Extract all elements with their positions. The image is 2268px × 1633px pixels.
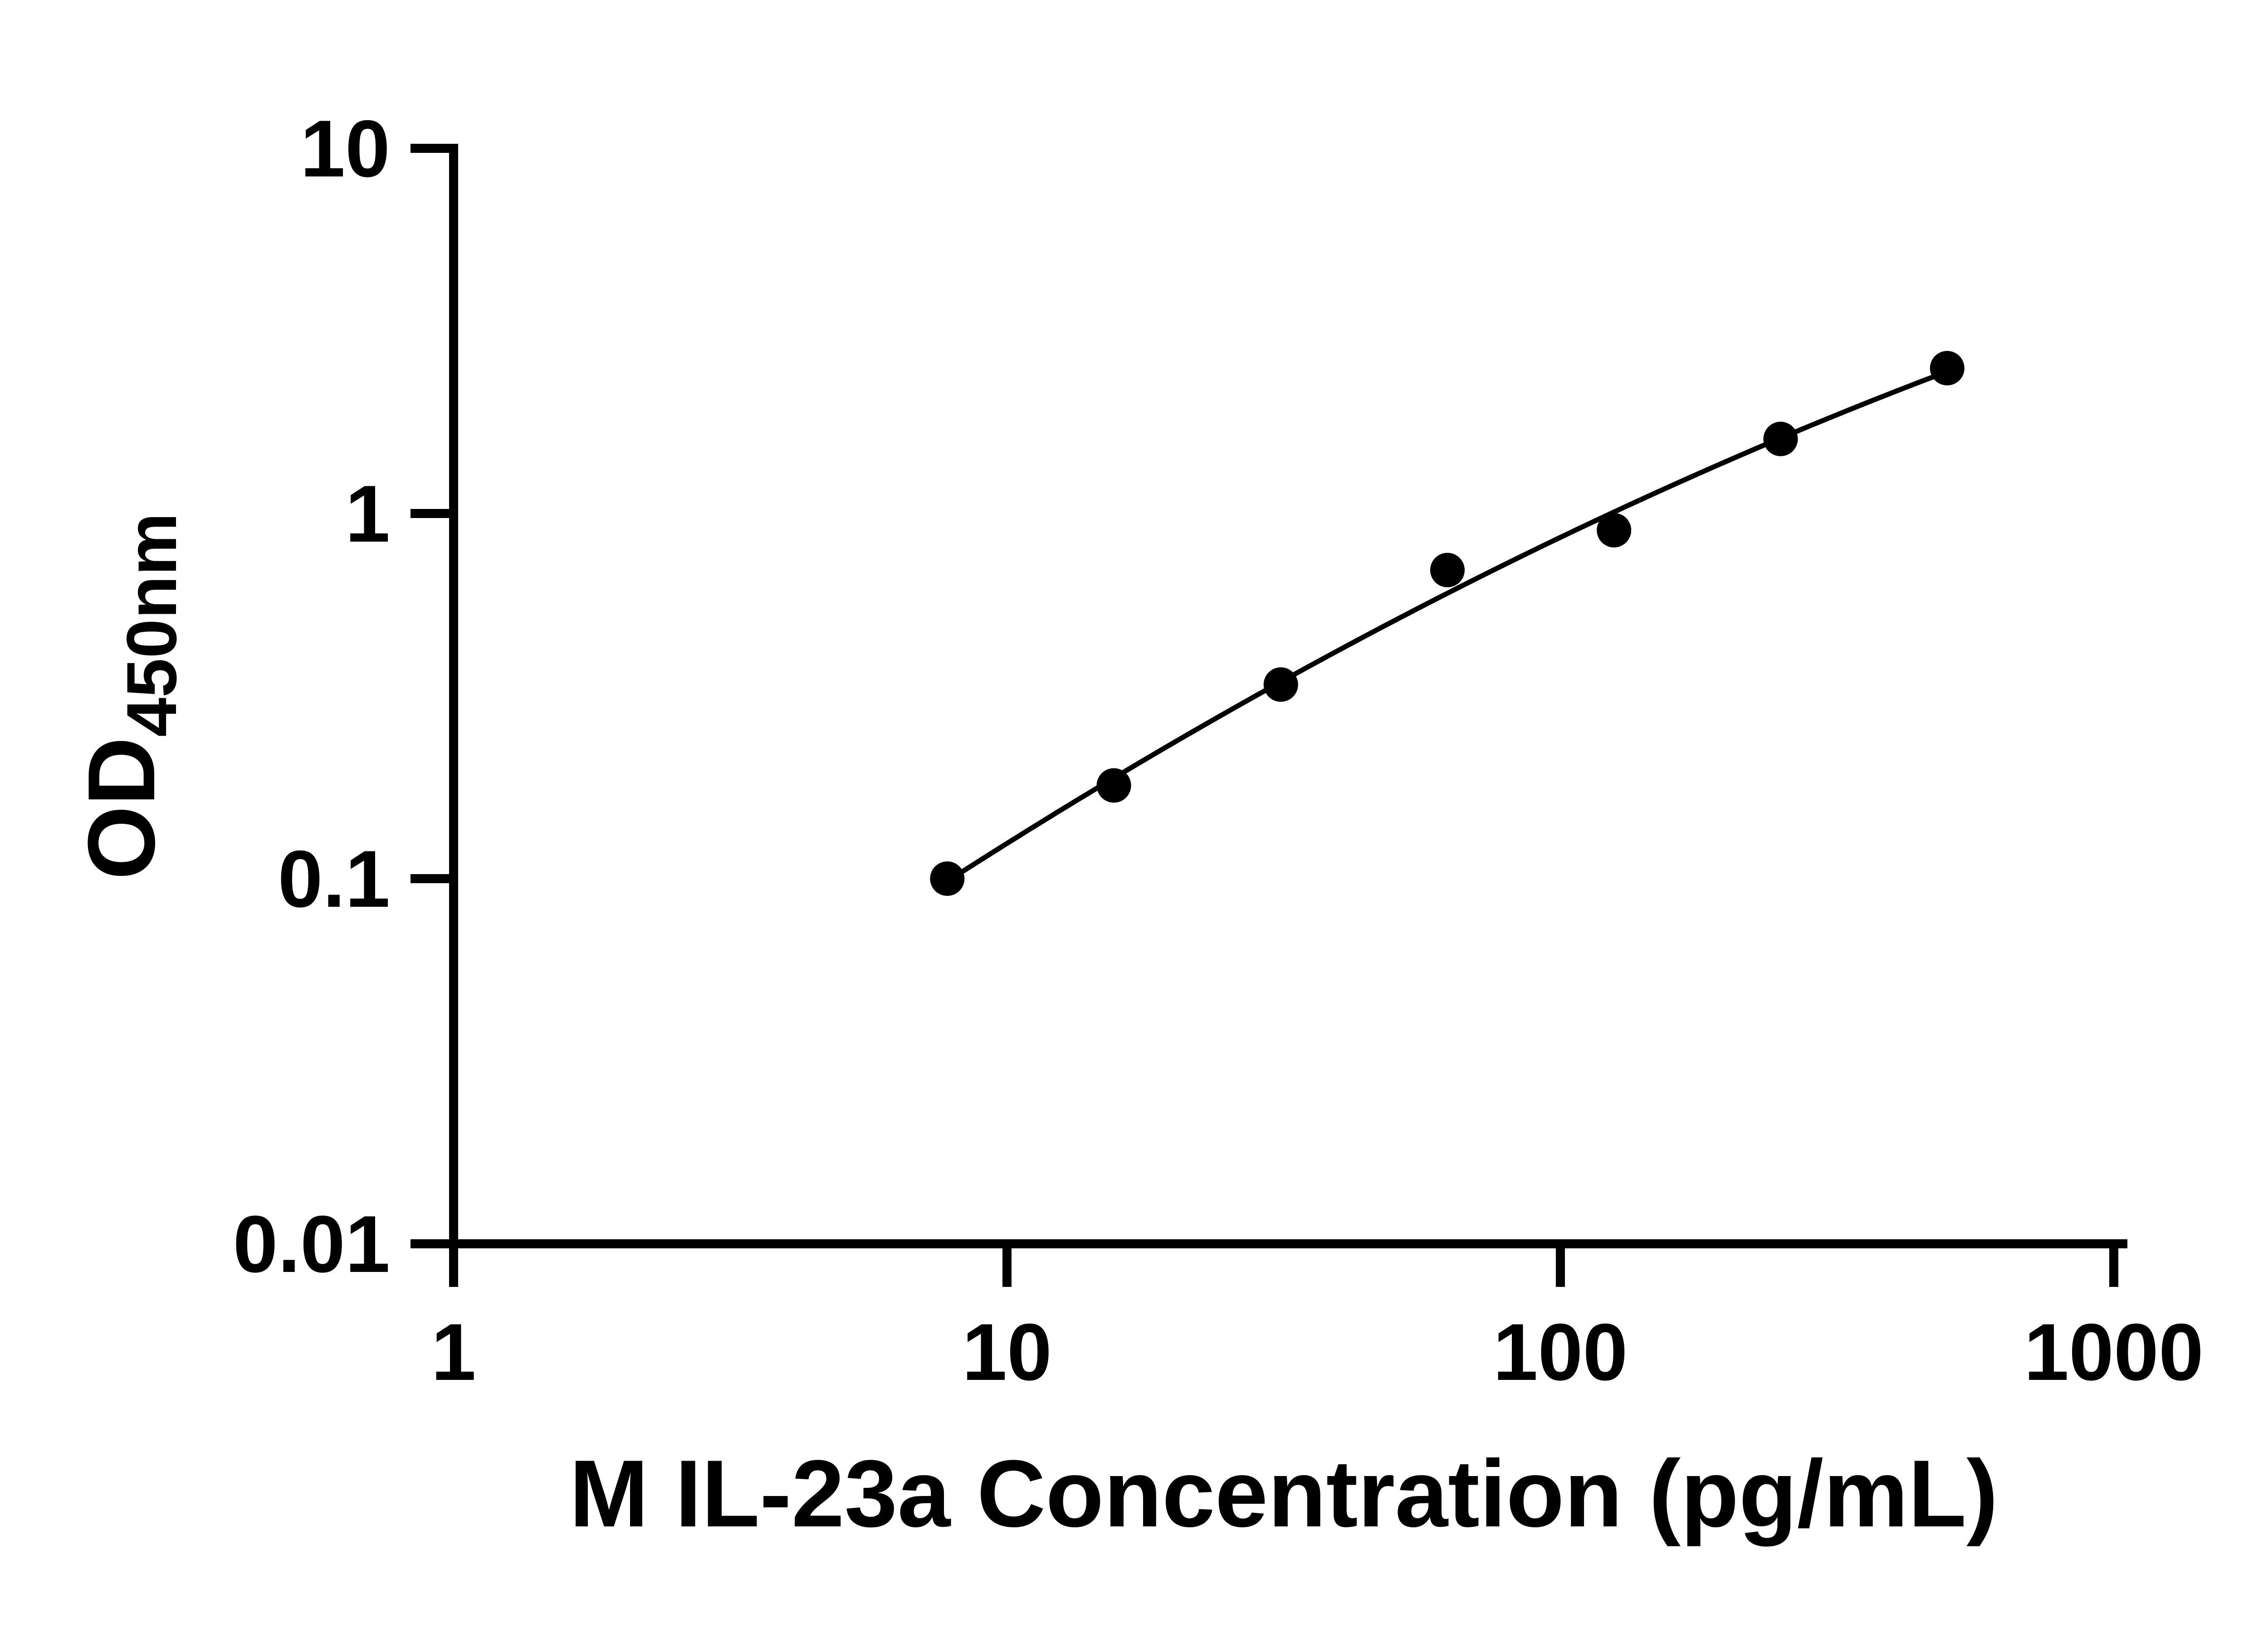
- data-point: [1430, 552, 1465, 587]
- data-point: [1763, 421, 1798, 456]
- x-axis-tick-label: 100: [1493, 1307, 1628, 1397]
- data-point: [1263, 667, 1298, 702]
- y-axis-tick-label: 0.1: [278, 834, 390, 924]
- y-axis-title-main: OD: [68, 737, 175, 880]
- x-axis-title: M IL-23a Concentration (pg/mL): [569, 1440, 1998, 1547]
- y-axis-title-subscript: 450nm: [112, 513, 191, 737]
- data-point: [1597, 513, 1632, 548]
- trend-line-layer: [946, 369, 1948, 884]
- data-points-layer: [930, 351, 1965, 896]
- y-axis-tick-label: 0.01: [233, 1199, 390, 1289]
- data-point: [1930, 351, 1965, 386]
- y-axis-tick-label: 1: [345, 469, 390, 559]
- axes: [411, 144, 2127, 1287]
- data-point: [930, 861, 965, 896]
- x-axis-tick-label: 10: [962, 1307, 1052, 1397]
- y-axis-tick-label: 10: [300, 103, 390, 194]
- trend-line: [946, 369, 1948, 884]
- x-axis-tick-label: 1: [431, 1307, 476, 1397]
- tick-labels-layer: 10 1 0.1 0.01 1 10 100 1000: [233, 103, 2204, 1397]
- data-point: [1096, 768, 1131, 803]
- y-axis-title: OD450nm: [68, 513, 191, 880]
- x-axis-tick-label: 1000: [2024, 1307, 2204, 1397]
- axis-frame: [449, 144, 2127, 1248]
